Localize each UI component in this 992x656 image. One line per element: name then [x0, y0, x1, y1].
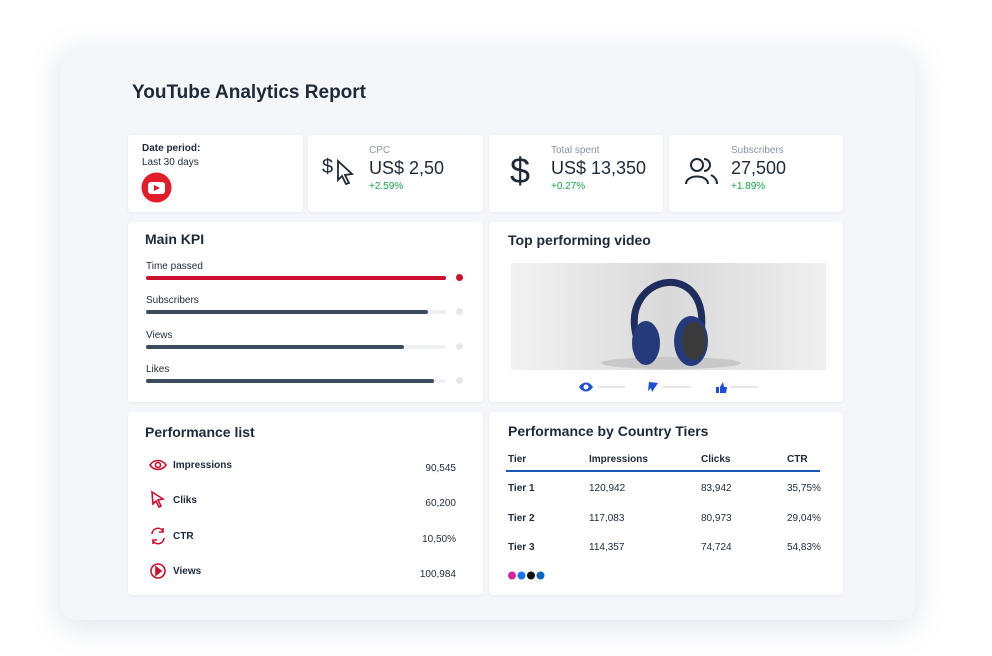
perf-title: Performance list [145, 424, 255, 440]
kpi-title: Main KPI [145, 231, 205, 247]
kpi-bar [146, 276, 446, 280]
perf-label: Cliks [173, 495, 197, 506]
table-cell: 80,973 [701, 512, 732, 524]
kpi-label: Views [146, 329, 173, 341]
table-cell: 74,724 [701, 542, 732, 553]
perf-icons [149, 459, 167, 579]
tiers-title: Performance by Country Tiers [508, 423, 709, 439]
table-cell: Tier 2 [508, 512, 535, 524]
tiers-card [489, 412, 843, 595]
table-header-rule [506, 470, 820, 472]
kpi-dot [456, 308, 463, 316]
social-icons [508, 571, 545, 580]
metric-value: US$ 2,50 [369, 158, 445, 178]
metric-change: +0.27% [551, 181, 586, 192]
kpi-bar [146, 310, 428, 315]
perf-value: 10,50% [422, 534, 456, 545]
video-stats-icons [579, 382, 758, 393]
metric-card [669, 135, 843, 212]
kpi-dot [456, 376, 463, 384]
video-thumbnail [511, 263, 826, 370]
perf-label: CTR [173, 531, 194, 542]
metric-value: US$ 13,350 [551, 158, 647, 178]
metric-label: Subscribers [731, 145, 784, 156]
kpi-label: Likes [146, 363, 170, 375]
table-cell: 54,83% [787, 542, 821, 553]
table-header: Impressions [589, 454, 648, 465]
youtube-icon [141, 172, 172, 203]
table-header: CTR [787, 454, 808, 465]
svg-text:$: $ [510, 152, 530, 188]
table-cell: Tier 3 [508, 542, 535, 553]
video-title: Top performing video [508, 232, 651, 248]
metric-card [489, 135, 663, 212]
metric-change: +2.59% [369, 181, 404, 192]
kpi-bar [146, 378, 434, 383]
perf-label: Impressions [173, 460, 232, 471]
cpc-icon: $ [322, 156, 354, 186]
table-header: Tier [508, 454, 527, 465]
kpi-label: Subscribers [146, 295, 199, 307]
table-header: Clicks [701, 454, 731, 465]
table-cell: 35,75% [787, 483, 821, 494]
table-cell: 120,942 [589, 483, 626, 494]
table-cell: Tier 1 [508, 483, 535, 494]
dollar-icon: $ [510, 152, 530, 188]
perf-value: 90,545 [425, 463, 456, 474]
users-icon [685, 158, 718, 185]
date-label: Date period: [142, 143, 201, 154]
table-cell: 83,942 [701, 483, 732, 494]
date-value: Last 30 days [142, 157, 199, 168]
kpi-label: Time passed [146, 261, 203, 272]
table-cell: 117,083 [589, 512, 625, 524]
kpi-bar [146, 344, 404, 349]
svg-text:$: $ [322, 156, 333, 178]
perf-card [128, 412, 483, 595]
table-cell: 114,357 [589, 542, 625, 553]
metric-value: 27,500 [731, 158, 787, 178]
metric-label: Total spent [551, 145, 600, 156]
perf-value: 100,984 [419, 569, 456, 580]
kpi-dot [456, 342, 463, 350]
kpi-dot [456, 274, 463, 281]
report-title: YouTube Analytics Report [132, 82, 367, 103]
perf-value: 60,200 [425, 498, 456, 509]
metric-change: +1.89% [731, 181, 766, 192]
table-cell: 29,04% [787, 512, 821, 524]
perf-label: Views [173, 566, 202, 577]
metric-label: CPC [369, 145, 391, 156]
